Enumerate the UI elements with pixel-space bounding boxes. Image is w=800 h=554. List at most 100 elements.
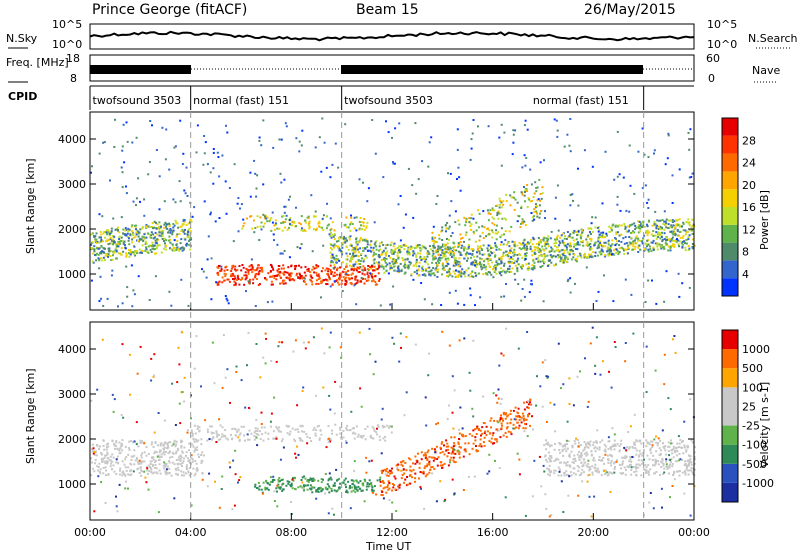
- range-time-cell: [117, 462, 120, 465]
- range-time-cell: [574, 247, 577, 250]
- range-time-cell: [391, 251, 394, 254]
- range-time-cell: [422, 245, 425, 248]
- range-time-cell: [583, 149, 586, 152]
- range-time-cell: [598, 446, 601, 449]
- range-time-cell: [284, 226, 286, 229]
- range-time-cell: [514, 129, 517, 132]
- range-time-cell: [580, 454, 583, 457]
- range-time-cell: [274, 222, 277, 225]
- range-time-cell: [688, 464, 691, 467]
- range-time-cell: [238, 283, 241, 286]
- range-time-cell: [684, 229, 687, 232]
- range-time-cell: [269, 480, 272, 483]
- range-time-cell: [327, 479, 330, 482]
- range-time-cell: [370, 267, 373, 270]
- range-time-cell: [308, 227, 311, 230]
- range-time-cell: [471, 275, 473, 278]
- range-time-cell: [693, 451, 696, 454]
- range-time-cell: [173, 439, 176, 442]
- range-time-cell: [397, 267, 400, 270]
- range-time-cell: [458, 257, 461, 260]
- range-time-cell: [256, 427, 259, 430]
- range-time-cell: [391, 136, 393, 139]
- range-time-cell: [655, 441, 658, 444]
- range-time-cell: [450, 436, 453, 439]
- range-time-cell: [590, 222, 593, 225]
- range-time-cell: [661, 240, 664, 243]
- range-time-cell: [205, 276, 208, 279]
- range-time-cell: [467, 442, 470, 445]
- range-time-cell: [528, 198, 531, 201]
- range-time-cell: [661, 461, 664, 464]
- range-time-cell: [555, 119, 558, 122]
- range-time-cell: [476, 250, 479, 252]
- range-time-cell: [451, 447, 454, 450]
- range-time-cell: [217, 156, 220, 158]
- range-time-cell: [376, 479, 379, 482]
- range-time-cell: [499, 200, 502, 203]
- range-time-cell: [504, 413, 507, 416]
- range-time-cell: [424, 452, 427, 455]
- range-time-cell: [285, 125, 288, 128]
- range-time-cell: [483, 436, 486, 439]
- range-time-cell: [521, 256, 524, 259]
- range-time-cell: [443, 243, 445, 246]
- range-time-cell: [363, 228, 366, 231]
- range-time-cell: [675, 454, 678, 457]
- range-time-cell: [447, 248, 450, 251]
- range-time-cell: [115, 441, 118, 444]
- range-time-cell: [650, 451, 653, 454]
- range-time-cell: [457, 243, 460, 246]
- range-time-cell: [531, 267, 534, 269]
- range-time-cell: [362, 250, 365, 252]
- range-time-cell: [659, 228, 662, 231]
- range-time-cell: [496, 204, 499, 207]
- range-time-cell: [218, 217, 221, 219]
- range-time-cell: [125, 253, 128, 256]
- range-time-cell: [405, 469, 408, 472]
- range-time-cell: [346, 255, 349, 258]
- range-time-cell: [577, 494, 580, 497]
- cpid-segment-label: normal (fast) 151: [193, 94, 289, 107]
- range-time-cell: [111, 240, 114, 243]
- range-time-cell: [320, 433, 323, 436]
- range-time-cell: [157, 454, 160, 457]
- range-time-cell: [646, 441, 649, 444]
- range-time-cell: [380, 253, 383, 256]
- range-time-cell: [452, 459, 455, 462]
- range-time-cell: [187, 243, 190, 246]
- range-time-cell: [491, 207, 494, 210]
- range-time-cell: [153, 226, 156, 229]
- range-time-cell: [641, 221, 644, 224]
- range-time-cell: [669, 442, 672, 445]
- range-time-cell: [541, 405, 544, 408]
- range-time-cell: [141, 235, 144, 238]
- range-time-cell: [351, 482, 354, 485]
- range-time-cell: [647, 250, 650, 253]
- range-time-cell: [147, 251, 150, 254]
- range-time-cell: [629, 455, 632, 458]
- range-time-cell: [415, 261, 418, 264]
- range-time-cell: [370, 436, 373, 439]
- range-time-cell: [468, 453, 471, 456]
- range-time-cell: [476, 245, 479, 248]
- range-time-cell: [599, 241, 602, 244]
- range-time-cell: [457, 442, 460, 445]
- range-time-cell: [150, 226, 153, 228]
- range-time-cell: [402, 468, 405, 471]
- range-time-cell: [555, 263, 557, 266]
- range-time-cell: [586, 465, 589, 468]
- range-time-cell: [265, 278, 268, 281]
- freq-left-tick-bottom: 8: [70, 72, 77, 85]
- range-time-cell: [607, 243, 610, 246]
- range-time-cell: [220, 268, 223, 271]
- range-time-cell: [458, 339, 461, 342]
- range-time-cell: [687, 249, 690, 251]
- range-time-cell: [386, 243, 389, 246]
- range-time-cell: [140, 454, 143, 457]
- range-time-cell: [299, 438, 302, 441]
- range-time-cell: [151, 472, 154, 475]
- range-time-cell: [491, 209, 494, 212]
- range-time-cell: [173, 239, 176, 242]
